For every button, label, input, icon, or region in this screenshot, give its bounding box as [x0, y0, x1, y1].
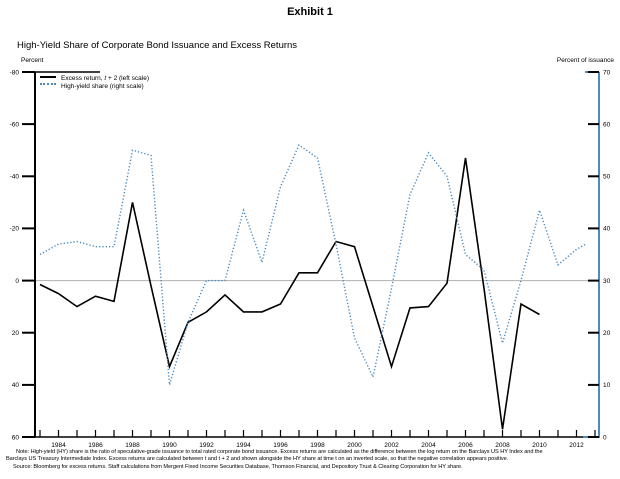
dotted-line-swatch-icon — [40, 83, 56, 88]
x-axis-tick-label: 2012 — [569, 442, 584, 449]
y-right-tick-label: 50 — [603, 174, 611, 181]
y-right-tick-label: 40 — [603, 226, 611, 233]
footnote-line-2: Barclays US Treasury Intermediate Index.… — [6, 456, 509, 463]
legend-item-excess-return: Excess return, t + 2 (left scale) — [40, 75, 149, 83]
exhibit-title: Exhibit 1 — [287, 6, 333, 18]
y-left-tick-label: 20 — [12, 330, 20, 337]
x-axis-tick-label: 2002 — [384, 442, 399, 449]
y-left-tick-label: 40 — [12, 382, 20, 389]
solid-line-swatch-icon — [40, 75, 56, 81]
x-axis-tick-label: 1990 — [162, 442, 177, 449]
x-axis-tick-label: 1988 — [125, 442, 140, 449]
y-left-tick-label: -20 — [10, 226, 20, 233]
y-left-tick-label: -80 — [10, 69, 20, 76]
legend: Excess return, t + 2 (left scale) High-y… — [40, 75, 149, 90]
x-axis-tick-label: 2000 — [347, 442, 362, 449]
x-axis-tick-label: 2008 — [495, 442, 510, 449]
left-axis-unit-label: Percent — [21, 57, 44, 64]
y-right-tick-label: 70 — [603, 69, 611, 76]
footnote: Note: High-yield (HY) share is the ratio… — [0, 449, 620, 471]
chart-title: High-Yield Share of Corporate Bond Issua… — [17, 40, 298, 51]
y-left-tick-label: 60 — [12, 434, 20, 441]
x-axis-tick-label: 2006 — [458, 442, 473, 449]
y-right-tick-label: 30 — [603, 278, 611, 285]
legend-label: High-yield share (right scale) — [61, 82, 144, 90]
hy-share-line — [39, 143, 587, 386]
x-axis-tick-label: 1998 — [310, 442, 325, 449]
x-axis-tick-label: 2010 — [532, 442, 547, 449]
y-right-tick-label: 0 — [603, 434, 607, 441]
x-axis-tick-label: 1984 — [51, 442, 66, 449]
x-axis-tick-label: 1996 — [273, 442, 288, 449]
y-right-tick-label: 60 — [603, 121, 611, 128]
y-right-tick-label: 10 — [603, 382, 611, 389]
legend-label: Excess return, t + 2 (left scale) — [61, 75, 149, 82]
y-left-tick-label: -60 — [10, 121, 20, 128]
legend-item-hy-share: High-yield share (right scale) — [40, 83, 149, 91]
excess-return-line — [39, 157, 540, 430]
x-axis-tick-label: 2004 — [421, 442, 436, 449]
footnote-source: Source: Bloomberg for excess returns. St… — [13, 463, 463, 470]
footnote-line-1: Note: High-yield (HY) share is the ratio… — [16, 449, 543, 455]
y-left-tick-label: 0 — [15, 278, 19, 285]
y-left-tick-label: -40 — [10, 174, 20, 181]
x-axis-tick-label: 1986 — [88, 442, 103, 449]
y-right-tick-label: 20 — [603, 330, 611, 337]
x-axis-tick-label: 1994 — [236, 442, 251, 449]
x-axis-tick-label: 1992 — [199, 442, 214, 449]
right-axis-unit-label: Percent of issuance — [556, 57, 614, 64]
